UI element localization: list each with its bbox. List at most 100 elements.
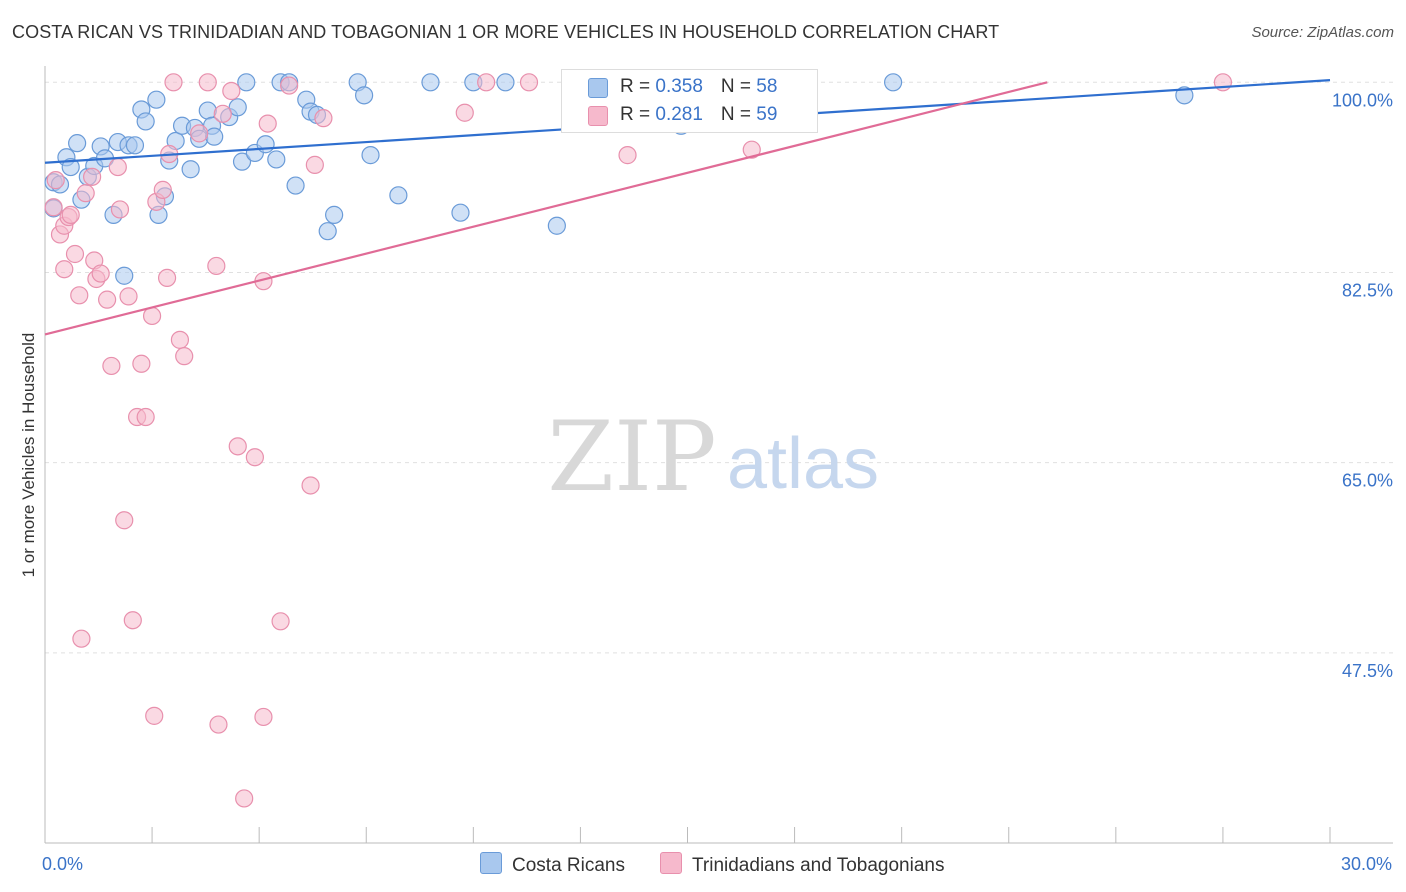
point-costa-ricans bbox=[355, 86, 374, 105]
point-trinidadians bbox=[136, 407, 155, 427]
point-costa-ricans bbox=[228, 98, 247, 117]
point-trinidadians bbox=[305, 155, 324, 174]
legend-n-value: 58 bbox=[756, 76, 778, 97]
point-trinidadians bbox=[153, 180, 172, 199]
point-costa-ricans bbox=[325, 205, 344, 224]
legend-swatch-blue bbox=[588, 78, 608, 98]
point-trinidadians bbox=[102, 356, 121, 376]
point-trinidadians bbox=[254, 707, 273, 727]
point-trinidadians bbox=[301, 476, 320, 495]
point-costa-ricans bbox=[237, 73, 256, 92]
point-costa-ricans bbox=[68, 134, 87, 153]
point-trinidadians bbox=[108, 157, 127, 177]
point-trinidadians bbox=[98, 290, 117, 309]
point-trinidadians bbox=[245, 448, 264, 467]
point-costa-ricans bbox=[147, 90, 166, 109]
watermark-zip: ZIP bbox=[547, 401, 716, 513]
point-costa-ricans bbox=[198, 101, 217, 120]
legend-n-value: 59 bbox=[756, 104, 778, 125]
point-trinidadians bbox=[132, 354, 151, 373]
point-costa-ricans bbox=[61, 157, 80, 177]
legend-n-label: N = bbox=[720, 76, 757, 97]
point-costa-ricans bbox=[115, 266, 134, 285]
point-costa-ricans bbox=[318, 222, 337, 241]
point-costa-ricans bbox=[451, 203, 470, 222]
point-trinidadians bbox=[175, 347, 194, 366]
legend-r-label: R = bbox=[620, 76, 656, 97]
data-points bbox=[44, 73, 1233, 808]
point-costa-ricans bbox=[136, 112, 155, 131]
point-trinidadians bbox=[280, 76, 299, 95]
point-trinidadians bbox=[65, 244, 85, 264]
point-trinidadians bbox=[455, 103, 474, 122]
point-trinidadians bbox=[72, 629, 91, 648]
point-trinidadians bbox=[190, 124, 209, 143]
legend-text: R = 0.281 N = 59 bbox=[620, 104, 777, 126]
point-trinidadians bbox=[123, 611, 142, 630]
point-trinidadians bbox=[119, 287, 138, 306]
point-trinidadians bbox=[207, 256, 226, 276]
legend-item-costa-ricans: Costa Ricans bbox=[480, 852, 625, 877]
point-costa-ricans bbox=[496, 73, 515, 92]
point-trinidadians bbox=[618, 146, 637, 165]
point-trinidadians bbox=[477, 73, 496, 92]
point-trinidadians bbox=[271, 612, 290, 631]
point-costa-ricans bbox=[205, 127, 224, 146]
chart-title: COSTA RICAN VS TRINIDADIAN AND TOBAGONIA… bbox=[12, 22, 1000, 42]
point-costa-ricans bbox=[361, 146, 380, 165]
point-trinidadians bbox=[115, 511, 134, 530]
point-costa-ricans bbox=[181, 160, 200, 179]
x-tick-label: 30.0% bbox=[1341, 854, 1392, 874]
correlation-legend: R = 0.358 N = 58 R = 0.281 N = 59 bbox=[561, 69, 818, 133]
point-trinidadians bbox=[83, 167, 102, 186]
point-trinidadians bbox=[76, 184, 95, 203]
legend-text: R = 0.358 N = 58 bbox=[620, 76, 777, 98]
legend-r-value: 0.281 bbox=[655, 104, 703, 125]
point-trinidadians bbox=[55, 260, 74, 279]
legend-label-trinidadians: Trinidadians and Tobagonians bbox=[692, 855, 945, 876]
point-costa-ricans bbox=[286, 176, 305, 195]
legend-swatch-blue bbox=[480, 852, 502, 874]
legend-row-costa-ricans: R = 0.358 N = 58 bbox=[562, 73, 817, 101]
point-trinidadians bbox=[70, 286, 89, 305]
point-costa-ricans bbox=[232, 152, 252, 171]
point-trinidadians bbox=[198, 73, 217, 92]
point-trinidadians bbox=[235, 789, 254, 808]
legend-swatch-pink bbox=[588, 106, 608, 126]
point-costa-ricans bbox=[1175, 86, 1194, 105]
legend-row-trinidadians: R = 0.281 N = 59 bbox=[562, 101, 817, 129]
legend-swatch-pink bbox=[660, 852, 682, 874]
point-trinidadians bbox=[61, 205, 80, 224]
y-tick-label: 65.0% bbox=[1342, 471, 1393, 491]
watermark-atlas: atlas bbox=[727, 424, 879, 504]
source-label: Source: ZipAtlas.com bbox=[1251, 24, 1394, 41]
point-trinidadians bbox=[91, 264, 110, 283]
point-trinidadians bbox=[742, 140, 761, 159]
point-trinidadians bbox=[145, 706, 164, 725]
point-trinidadians bbox=[314, 109, 333, 128]
y-tick-label: 47.5% bbox=[1342, 661, 1393, 681]
tick-labels: 100.0% 82.5% 65.0% 47.5% 0.0% 30.0% bbox=[42, 90, 1393, 874]
point-trinidadians bbox=[519, 73, 539, 92]
point-trinidadians bbox=[164, 73, 183, 92]
point-trinidadians bbox=[228, 437, 247, 456]
point-trinidadians bbox=[209, 715, 228, 734]
y-tick-label: 100.0% bbox=[1332, 90, 1393, 110]
series-legend: Costa Ricans Trinidadians and Tobagonian… bbox=[0, 852, 1406, 876]
point-costa-ricans bbox=[267, 150, 286, 169]
point-costa-ricans bbox=[256, 135, 275, 154]
point-costa-ricans bbox=[547, 216, 566, 235]
y-tick-label: 82.5% bbox=[1342, 280, 1393, 300]
legend-n-label: N = bbox=[720, 104, 757, 125]
point-trinidadians bbox=[222, 81, 241, 101]
legend-label-costa-ricans: Costa Ricans bbox=[512, 855, 625, 876]
point-trinidadians bbox=[213, 104, 232, 123]
point-trinidadians bbox=[46, 171, 65, 190]
point-trinidadians bbox=[110, 200, 130, 219]
point-trinidadians bbox=[44, 198, 63, 217]
point-costa-ricans bbox=[421, 73, 440, 92]
axes bbox=[44, 66, 1393, 844]
trendline-trinidadians bbox=[44, 81, 1048, 336]
point-trinidadians bbox=[170, 330, 190, 349]
